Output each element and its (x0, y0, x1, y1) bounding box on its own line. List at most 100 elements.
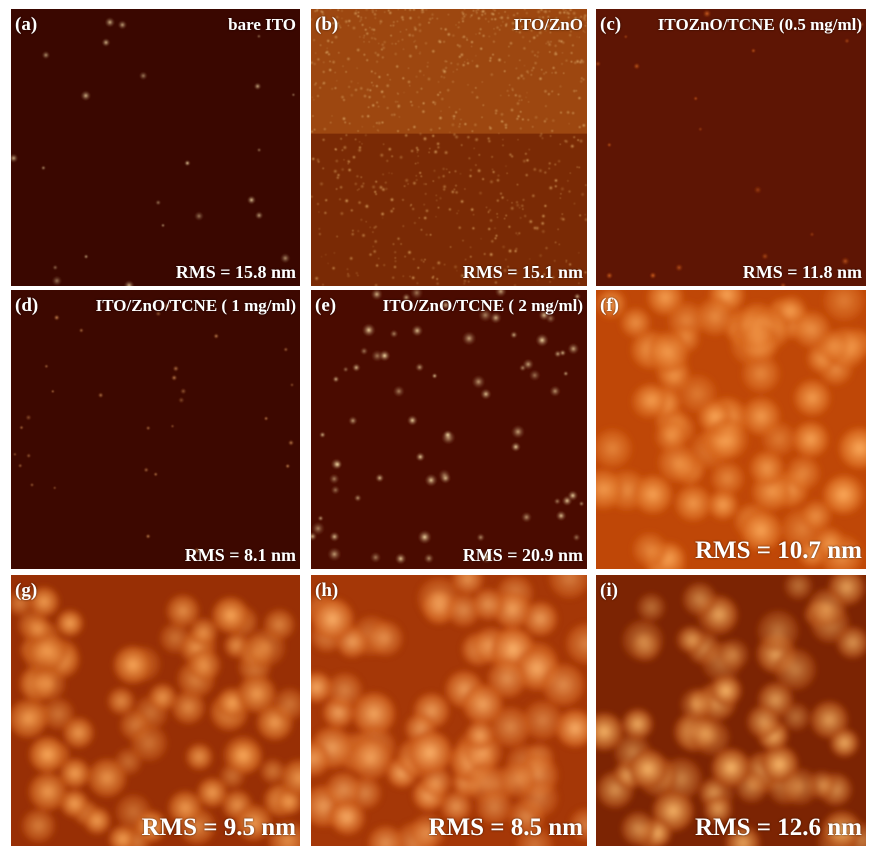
afm-grain (389, 112, 395, 118)
afm-grain (519, 24, 524, 29)
afm-grain (509, 205, 516, 212)
afm-grain (457, 225, 463, 231)
afm-grain (487, 20, 490, 23)
afm-grain (377, 42, 380, 45)
afm-grain (445, 87, 451, 93)
afm-gradient-layer (311, 9, 587, 134)
afm-grain (488, 208, 492, 213)
afm-grain (363, 9, 370, 13)
afm-grain (385, 105, 390, 111)
afm-grain (464, 12, 468, 17)
afm-grain (792, 421, 829, 457)
afm-grain (83, 807, 111, 834)
afm-grain (160, 223, 166, 228)
afm-grain (28, 772, 67, 811)
afm-grain (399, 30, 402, 33)
afm-grain (370, 102, 376, 108)
afm-grain (430, 48, 437, 55)
afm-grain (42, 698, 74, 730)
afm-grain (351, 25, 357, 31)
panel-letter-a: (a) (15, 14, 38, 35)
afm-grain (316, 202, 320, 206)
afm-grain (558, 110, 564, 115)
afm-grain (554, 52, 559, 56)
afm-grain (572, 59, 578, 66)
afm-grain (260, 759, 285, 784)
afm-grain (782, 703, 810, 731)
afm-grain (324, 50, 328, 55)
afm-grain (312, 61, 318, 67)
afm-grain (466, 721, 494, 750)
afm-grain (311, 156, 316, 162)
afm-grain (569, 808, 587, 841)
afm-grain (439, 26, 443, 31)
afm-grain (490, 17, 494, 22)
afm-grain (577, 251, 580, 254)
afm-grain (472, 147, 476, 150)
afm-grain (479, 387, 493, 401)
afm-grain (425, 64, 430, 69)
afm-grain (628, 749, 668, 789)
afm-grain (491, 12, 496, 17)
afm-grain (359, 217, 364, 222)
afm-grain (725, 825, 761, 846)
afm-grain (450, 121, 456, 128)
afm-grain (421, 101, 426, 106)
afm-grain (19, 425, 24, 430)
afm-grain (456, 43, 463, 50)
afm-grain (325, 772, 362, 808)
afm-grain (378, 349, 391, 362)
afm-grain (401, 224, 405, 228)
afm-grain (415, 451, 426, 463)
afm-grain (635, 383, 668, 416)
afm-grain (256, 34, 262, 39)
afm-grain (213, 333, 220, 340)
afm-grain (422, 203, 426, 207)
afm-grain (507, 54, 511, 58)
afm-grain (321, 69, 326, 75)
afm-grain (516, 93, 523, 99)
afm-grain (461, 62, 467, 68)
afm-grain (365, 113, 371, 119)
afm-grain (171, 690, 205, 724)
afm-grain (488, 218, 494, 223)
afm-grain (60, 789, 89, 818)
afm-grain (394, 63, 400, 70)
afm-grain (454, 183, 458, 188)
afm-grain (155, 199, 162, 206)
afm-grain (385, 158, 390, 163)
afm-grain (427, 151, 431, 154)
afm-grain (349, 208, 354, 213)
afm-grain (452, 116, 456, 121)
afm-grain (356, 82, 360, 85)
afm-grain (622, 619, 664, 661)
afm-grain (311, 194, 314, 199)
afm-grain (312, 38, 317, 43)
afm-grain (357, 187, 361, 191)
afm-grain (373, 16, 378, 21)
afm-grain (463, 60, 466, 64)
afm-grain (326, 262, 330, 265)
panel-title-b: ITO/ZnO (513, 15, 583, 34)
afm-grain (461, 239, 465, 243)
afm-grain (448, 106, 451, 109)
afm-grain (428, 147, 431, 150)
afm-grain (548, 31, 552, 34)
afm-grain (553, 43, 558, 49)
afm-grain (583, 31, 586, 34)
afm-grain (11, 699, 48, 739)
afm-grain (348, 121, 352, 126)
afm-grain (454, 23, 458, 27)
afm-grain (385, 72, 390, 77)
afm-grain (338, 197, 342, 202)
afm-grain (402, 91, 406, 94)
afm-grain (466, 134, 471, 140)
afm-grain (406, 127, 411, 132)
afm-grain (447, 207, 453, 212)
afm-grain (372, 32, 375, 35)
afm-grain (491, 52, 495, 57)
afm-grain (477, 31, 482, 36)
afm-grain (481, 177, 486, 182)
afm-grain (474, 54, 478, 57)
afm-grain (524, 23, 527, 26)
